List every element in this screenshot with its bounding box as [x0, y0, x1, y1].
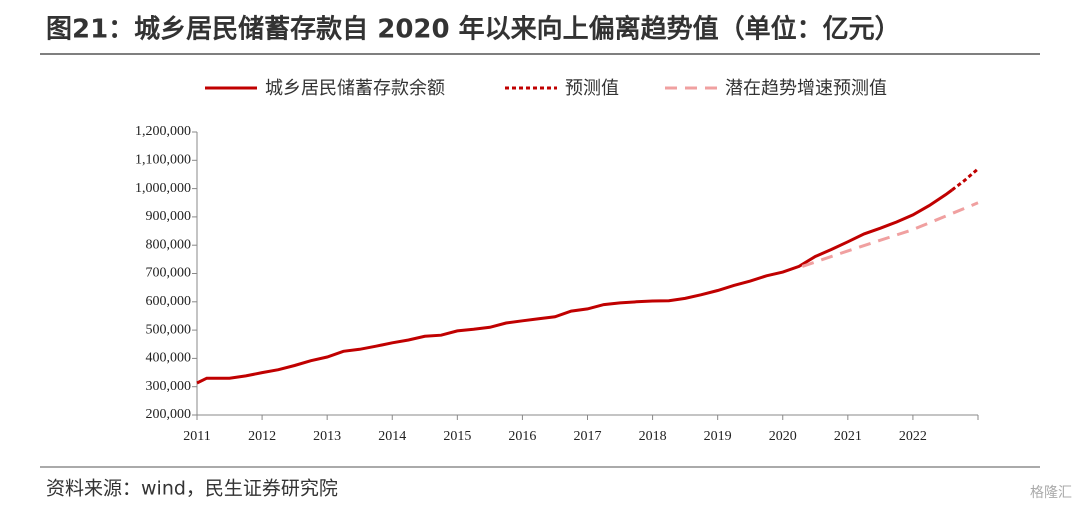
- x-tick-label: 2021: [834, 429, 862, 444]
- y-tick-label: 700,000: [146, 266, 192, 281]
- legend-label: 潜在趋势增速预测值: [725, 78, 887, 99]
- x-tick-label: 2012: [248, 429, 276, 444]
- y-tick-label: 600,000: [146, 294, 192, 309]
- series-line: [951, 167, 979, 192]
- legend-label: 预测值: [565, 78, 619, 99]
- y-tick-label: 500,000: [146, 322, 192, 337]
- y-tick-label: 400,000: [146, 351, 192, 366]
- y-tick-label: 1,000,000: [135, 181, 191, 196]
- legend-label: 城乡居民储蓄存款余额: [265, 78, 445, 99]
- y-tick-label: 1,200,000: [135, 124, 191, 139]
- chart-title: 图21：城乡居民储蓄存款自 2020 年以来向上偏离趋势值（单位：亿元）: [46, 14, 901, 45]
- y-tick-label: 900,000: [146, 209, 192, 224]
- x-tick-label: 2022: [899, 429, 927, 444]
- x-tick-label: 2017: [574, 429, 602, 444]
- x-tick-label: 2020: [769, 429, 797, 444]
- y-tick-label: 300,000: [146, 379, 192, 394]
- series-line: [801, 201, 979, 268]
- y-tick-label: 200,000: [146, 407, 192, 422]
- y-tick-label: 800,000: [146, 237, 192, 252]
- y-tick-label: 1,100,000: [135, 153, 191, 168]
- x-tick-label: 2013: [313, 429, 341, 444]
- x-tick-label: 2015: [443, 429, 471, 444]
- source: 资料来源：wind，民生证券研究院: [46, 478, 338, 500]
- x-tick-label: 2016: [508, 429, 536, 444]
- x-tick-label: 2014: [378, 429, 406, 444]
- series-line: [196, 188, 953, 385]
- x-tick-label: 2011: [183, 429, 210, 444]
- x-tick-label: 2019: [704, 429, 732, 444]
- x-tick-label: 2018: [639, 429, 667, 444]
- watermark: 格隆汇: [1030, 485, 1072, 501]
